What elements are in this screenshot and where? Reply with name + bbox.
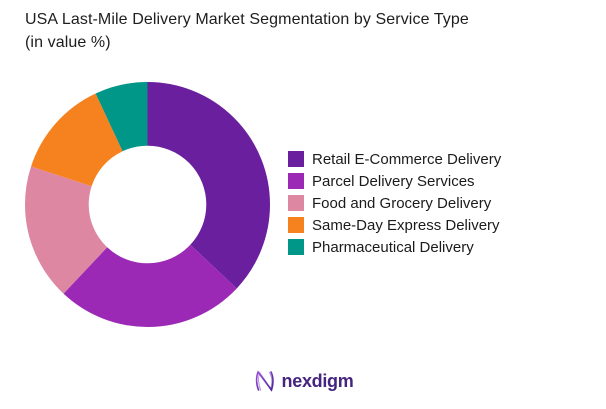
donut-segment [25,82,270,327]
donut-segment [25,82,270,327]
donut-chart [25,82,270,327]
legend-swatch-icon [288,217,304,233]
legend-label: Parcel Delivery Services [312,172,475,190]
chart-title-line2: (in value %) [25,34,111,51]
chart-title-line1: USA Last-Mile Delivery Market Segmentati… [25,11,469,28]
donut-chart-svg [25,82,270,327]
donut-segment [25,82,270,327]
legend-label: Pharmaceutical Delivery [312,238,474,256]
legend-item: Same-Day Express Delivery [288,214,501,236]
legend-item: Pharmaceutical Delivery [288,236,501,258]
legend-label: Food and Grocery Delivery [312,194,492,212]
nexdigm-logo-icon [255,370,274,392]
nexdigm-logo-text: nexdigm [281,370,354,391]
legend-swatch-icon [288,173,304,189]
legend-item: Retail E-Commerce Delivery [288,148,501,170]
chart-legend: Retail E-Commerce Delivery Parcel Deliver… [288,148,501,258]
chart-title: USA Last-Mile Delivery Market Segmentati… [25,8,590,54]
legend-item: Food and Grocery Delivery [288,192,501,214]
legend-swatch-icon [288,151,304,167]
legend-label: Retail E-Commerce Delivery [312,150,502,168]
nexdigm-logo: nexdigm [253,368,354,394]
legend-swatch-icon [288,239,304,255]
legend-swatch-icon [288,195,304,211]
legend-item: Parcel Delivery Services [288,170,501,192]
legend-label: Same-Day Express Delivery [312,216,500,234]
